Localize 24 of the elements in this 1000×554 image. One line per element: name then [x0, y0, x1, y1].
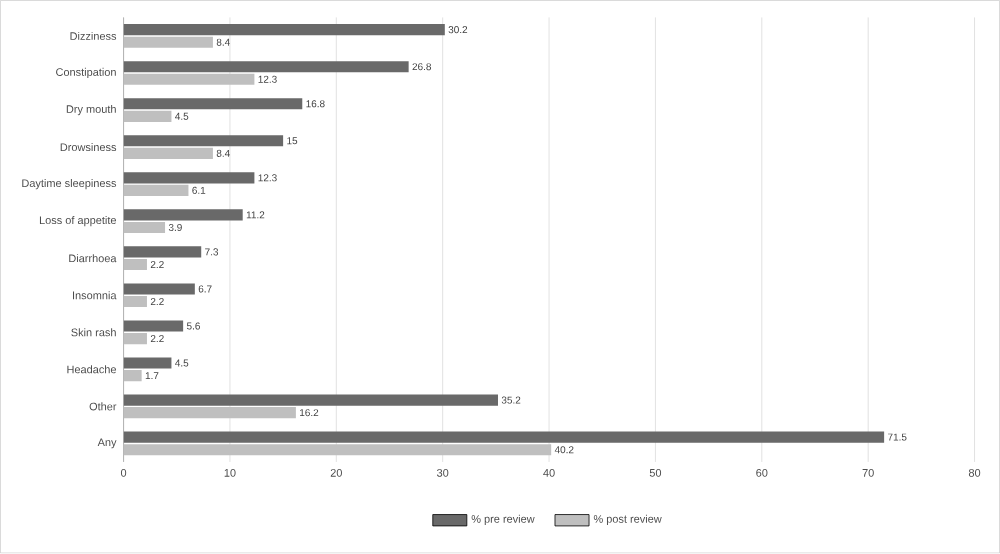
- bar: [123, 357, 172, 369]
- bar: [123, 111, 172, 123]
- bar: [123, 444, 552, 456]
- bar: [123, 135, 284, 147]
- bar: [123, 148, 213, 160]
- bar: [123, 36, 213, 49]
- bar: [123, 259, 147, 271]
- bar: [123, 222, 166, 234]
- bar: [123, 370, 142, 382]
- bar: [123, 320, 184, 332]
- bar: [123, 98, 303, 110]
- bar: [123, 24, 445, 36]
- bar: [123, 246, 202, 258]
- bar: [123, 283, 195, 295]
- bar: [123, 394, 498, 406]
- bar: [123, 185, 189, 197]
- bar: [123, 407, 296, 419]
- bar: [123, 431, 885, 443]
- bar: [123, 209, 243, 221]
- bar: [123, 74, 255, 86]
- bar: [123, 61, 409, 73]
- bar: [123, 172, 255, 184]
- bar: [123, 333, 147, 345]
- bar: [123, 296, 147, 308]
